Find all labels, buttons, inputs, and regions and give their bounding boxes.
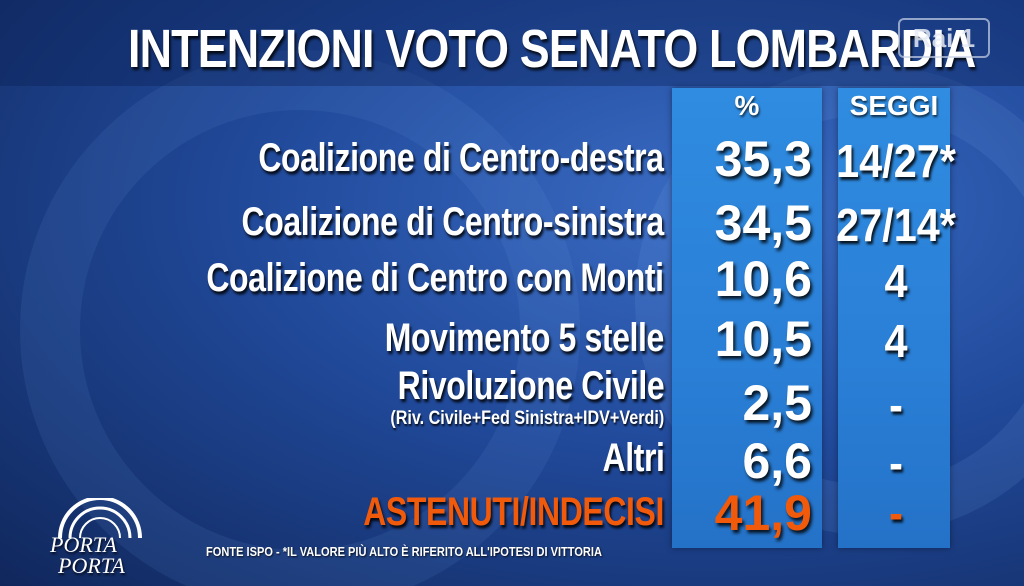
row-seats: 4 xyxy=(884,255,908,307)
page-title: INTENZIONI VOTO SENATO LOMBARDIA xyxy=(128,19,976,79)
row-label: Coalizione di Centro con Monti xyxy=(206,256,665,300)
row-percent: 10,6 xyxy=(714,251,812,307)
row-label: Movimento 5 stelle xyxy=(384,316,664,360)
source-footnote: FONTE ISPO - *IL VALORE PIÙ ALTO È RIFER… xyxy=(206,544,602,559)
row-seats: 27/14* xyxy=(836,199,956,251)
row-percent: 41,9 xyxy=(714,485,812,541)
row-label: Altri xyxy=(602,436,664,480)
row-label: Coalizione di Centro-destra xyxy=(258,136,665,180)
row-seats: - xyxy=(889,437,903,489)
row-percent: 35,3 xyxy=(714,131,812,187)
seats-header: SEGGI xyxy=(849,90,939,121)
row-percent: 10,5 xyxy=(714,311,812,367)
title-band: INTENZIONI VOTO SENATO LOMBARDIA Rai 1 xyxy=(0,0,1024,86)
row-seats: - xyxy=(889,379,903,431)
show-logo: PORTA PORTA xyxy=(40,496,150,580)
row-percent: 6,6 xyxy=(742,433,812,489)
row-sublabel: (Riv. Civile+Fed Sinistra+IDV+Verdi) xyxy=(390,408,664,429)
row-label: ASTENUTI/INDECISI xyxy=(363,490,664,534)
percent-column xyxy=(672,88,822,548)
channel-logo: Rai 1 xyxy=(898,18,990,58)
row-seats: 4 xyxy=(884,315,908,367)
show-logo-text-line1: PORTA xyxy=(50,532,117,557)
row-percent: 34,5 xyxy=(714,195,812,251)
row-label: Rivoluzione Civile xyxy=(397,364,664,408)
show-logo-text-line2: PORTA xyxy=(58,553,125,578)
percent-header: % xyxy=(734,90,760,121)
seats-column xyxy=(838,88,950,548)
row-percent: 2,5 xyxy=(742,375,812,431)
row-seats: 14/27* xyxy=(836,135,956,187)
row-label: Coalizione di Centro-sinistra xyxy=(241,200,665,244)
row-seats: - xyxy=(889,487,903,539)
show-logo-arcs xyxy=(58,496,142,539)
